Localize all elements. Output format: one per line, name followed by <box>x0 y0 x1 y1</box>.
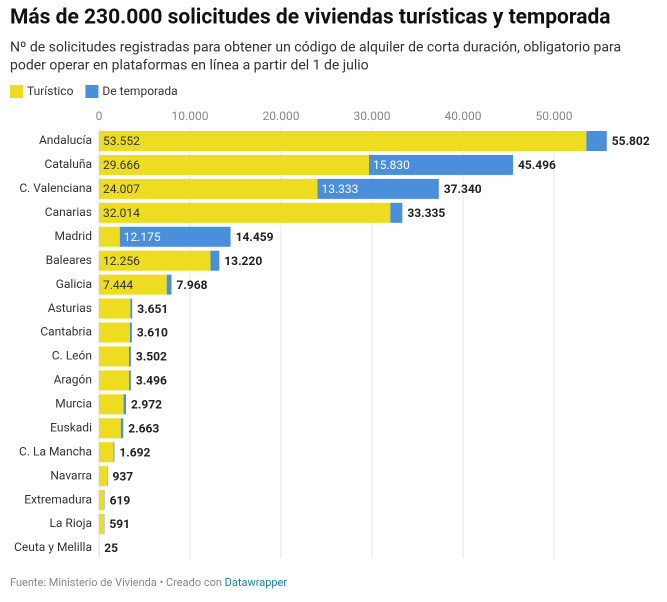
category-label: Galicia <box>56 277 92 291</box>
bar-segment <box>99 227 120 247</box>
category-label: C. La Mancha <box>19 444 92 458</box>
legend-swatch <box>10 85 23 98</box>
bar-segment <box>124 394 126 414</box>
total-label: 3.610 <box>137 326 168 340</box>
category-label: Baleares <box>46 253 92 267</box>
bar-segment <box>107 466 108 486</box>
x-tick-label: 10.000 <box>172 109 209 123</box>
source-link[interactable]: Datawrapper <box>225 576 288 589</box>
bar-segment <box>99 514 104 534</box>
source: Fuente: Ministerio de Vivienda • Creado … <box>10 576 287 589</box>
legend-label: Turístico <box>27 84 74 98</box>
total-label: 3.651 <box>137 302 168 316</box>
bar-segment <box>130 323 132 343</box>
total-label: 619 <box>110 493 131 507</box>
category-label: Madrid <box>54 229 92 243</box>
total-label: 3.496 <box>136 374 167 388</box>
bar-segment <box>99 370 129 390</box>
segment-label: 12.175 <box>124 230 161 244</box>
segment-label: 29.666 <box>103 158 140 172</box>
bar-segment <box>121 418 123 438</box>
segment-label: 32.014 <box>103 206 140 220</box>
category-label: Extremadura <box>24 492 92 506</box>
category-label: C. León <box>52 349 92 363</box>
x-tick-label: 0 <box>96 109 103 123</box>
total-label: 33.335 <box>407 206 445 220</box>
category-label: Andalucía <box>39 133 92 147</box>
category-label: Canarias <box>45 205 92 219</box>
category-label: Navarra <box>50 468 92 482</box>
total-label: 2.972 <box>131 398 162 412</box>
category-label: Cantabria <box>40 325 92 339</box>
bar-segment <box>99 203 390 223</box>
x-tick-label: 40.000 <box>445 109 482 123</box>
x-tick-label: 20.000 <box>263 109 300 123</box>
total-label: 3.502 <box>136 350 167 364</box>
total-label: 37.340 <box>444 182 482 196</box>
category-label: Cataluña <box>45 157 92 171</box>
bar-segment <box>586 131 606 151</box>
bar-segment <box>99 490 104 510</box>
source-text: Fuente: Ministerio de Vivienda • Creado … <box>10 576 222 589</box>
subtitle: poder operar en plataformas en línea a p… <box>10 58 369 74</box>
total-label: 1.692 <box>119 445 150 459</box>
segment-label: 13.333 <box>321 182 358 196</box>
total-label: 13.220 <box>224 254 262 268</box>
category-label: C. Valenciana <box>19 181 92 195</box>
bar-segment <box>99 299 130 319</box>
total-label: 937 <box>113 469 134 483</box>
total-label: 55.802 <box>612 134 650 148</box>
bar-segment <box>99 323 130 343</box>
total-label: 2.663 <box>128 421 159 435</box>
bar-segment <box>129 346 131 366</box>
category-label: Aragón <box>54 373 92 387</box>
segment-label: 24.007 <box>103 182 140 196</box>
total-label: 7.968 <box>177 278 208 292</box>
bar-segment <box>99 131 586 151</box>
total-label: 45.496 <box>518 158 556 172</box>
subtitle: Nº de solicitudes registradas para obten… <box>10 40 621 56</box>
legend-swatch <box>85 85 98 98</box>
bar-segment <box>211 251 220 271</box>
bar-segment <box>390 203 402 223</box>
bar-segment <box>129 370 131 390</box>
bar-segment <box>114 442 115 462</box>
bar-segment <box>99 466 107 486</box>
bar-segment <box>99 418 121 438</box>
segment-label: 53.552 <box>103 134 140 148</box>
category-label: Asturias <box>48 301 92 315</box>
legend-label: De temporada <box>102 84 177 98</box>
chart-title: Más de 230.000 solicitudes de viviendas … <box>10 6 611 30</box>
category-label: Ceuta y Melilla <box>14 540 92 554</box>
x-tick-label: 50.000 <box>536 109 573 123</box>
total-label: 14.459 <box>236 230 274 244</box>
segment-label: 15.830 <box>373 158 410 172</box>
segment-label: 12.256 <box>103 254 140 268</box>
bar-segment <box>130 299 132 319</box>
category-label: Murcia <box>55 397 92 411</box>
category-label: La Rioja <box>49 516 92 530</box>
bar-segment <box>99 394 124 414</box>
x-tick-label: 30.000 <box>354 109 391 123</box>
total-label: 25 <box>104 541 118 555</box>
bar-segment <box>99 346 129 366</box>
bar-segment <box>99 442 114 462</box>
category-label: Euskadi <box>50 420 92 434</box>
total-label: 591 <box>109 517 130 531</box>
bar-segment <box>167 275 172 295</box>
segment-label: 7.444 <box>103 278 133 292</box>
